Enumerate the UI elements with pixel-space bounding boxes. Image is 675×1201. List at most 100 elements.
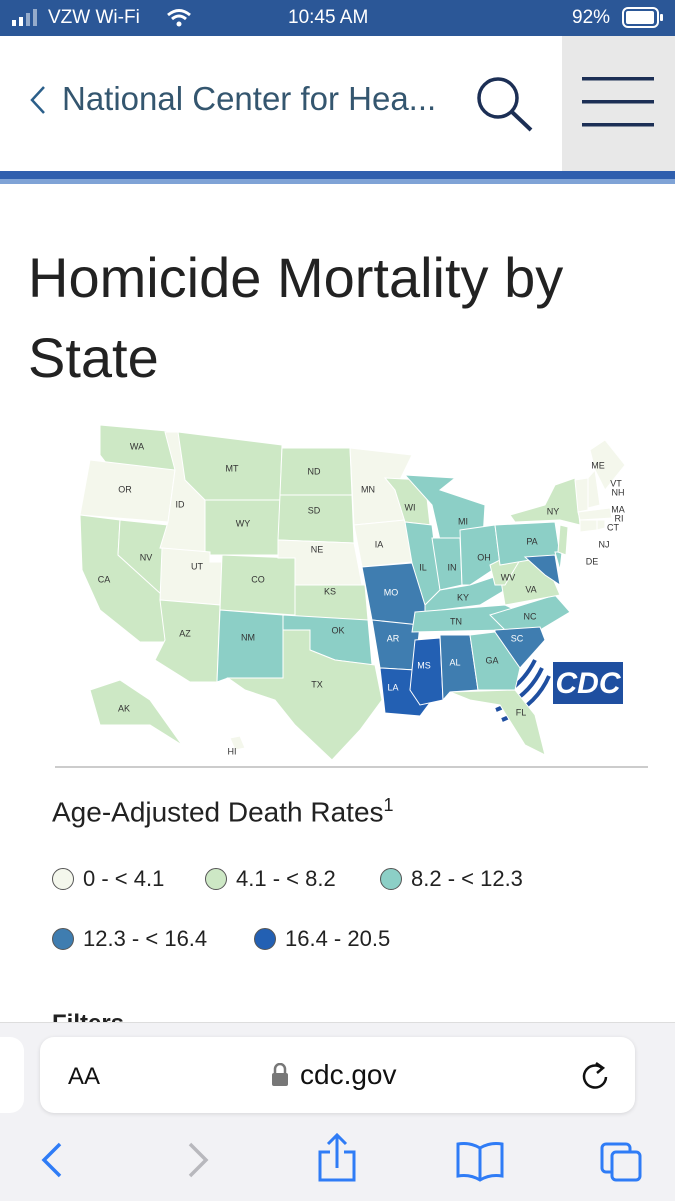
legend-item: 12.3 - < 16.4 — [52, 926, 207, 952]
state-label: MA — [611, 504, 625, 514]
state-label: KS — [324, 586, 336, 596]
state-label: IA — [375, 539, 384, 549]
state-label: AK — [118, 703, 130, 713]
state — [409, 637, 444, 706]
state-label: AL — [449, 657, 460, 667]
legend-title: Age-Adjusted Death Rates1 — [52, 795, 394, 828]
state-label: ID — [176, 499, 186, 509]
state — [216, 609, 284, 683]
state-label: AR — [387, 633, 400, 643]
state-label: MS — [417, 660, 431, 670]
state-label: IL — [419, 562, 427, 572]
state — [587, 468, 601, 509]
state — [574, 477, 589, 513]
state-label: ND — [308, 466, 321, 476]
us-map: CDC WA OR CA NV ID MT WY UT CO AZ NM ND SD NE KS OK TX MN… — [55, 424, 648, 768]
legend-title-text: Age-Adjusted Death Rates — [52, 796, 384, 828]
state — [159, 547, 223, 606]
state — [89, 679, 183, 746]
state — [439, 634, 479, 702]
logo-text: CDC — [556, 667, 622, 700]
signal-icon — [12, 9, 37, 26]
tabs-button[interactable] — [600, 1142, 642, 1182]
footnote-mark: 1 — [383, 795, 394, 815]
bookmarks-button[interactable] — [456, 1142, 504, 1182]
state-label: IN — [448, 562, 457, 572]
state — [596, 519, 606, 531]
state-label: NC — [524, 611, 537, 621]
state-label: VA — [525, 584, 536, 594]
back-link-icon[interactable] — [28, 84, 48, 116]
state-label: NH — [612, 487, 625, 497]
menu-button[interactable] — [562, 36, 675, 171]
legend-swatch — [52, 868, 74, 890]
state-label: TX — [311, 679, 323, 689]
legend-swatch — [380, 868, 402, 890]
state-label: CO — [251, 574, 265, 584]
legend-label: 8.2 - < 12.3 — [411, 866, 523, 891]
state — [459, 524, 501, 586]
state-label: MD — [585, 565, 599, 575]
url[interactable]: cdc.gov — [300, 1059, 397, 1090]
state-label: WV — [501, 572, 516, 582]
state-label: CA — [98, 574, 111, 584]
site-title[interactable]: National Center for Hea... — [62, 80, 437, 117]
state-label: NM — [241, 632, 255, 642]
state-label: PA — [526, 536, 537, 546]
state — [579, 519, 598, 533]
state-label: OK — [331, 625, 344, 635]
search-button[interactable] — [474, 74, 536, 134]
state-label: NV — [140, 552, 153, 562]
legend-item: 0 - < 4.1 — [52, 866, 164, 892]
state-label: NE — [311, 544, 324, 554]
state-label: TN — [450, 616, 462, 626]
state — [229, 735, 246, 751]
state — [154, 599, 221, 683]
state-label: MN — [361, 484, 375, 494]
state-label: FL — [516, 707, 527, 717]
address-bar[interactable]: AA cdc.gov — [40, 1037, 635, 1113]
header-stripe — [0, 171, 675, 179]
battery-icon — [622, 7, 663, 28]
state-label: NJ — [599, 539, 610, 549]
state-label: SC — [511, 633, 524, 643]
state-label: DE — [586, 556, 599, 566]
text-size-button[interactable]: AA — [68, 1063, 101, 1090]
legend-item: 8.2 - < 12.3 — [380, 866, 523, 892]
state-label: WY — [236, 518, 251, 528]
state — [523, 554, 561, 587]
state-label: LA — [387, 682, 398, 692]
state — [403, 474, 486, 541]
wifi-icon — [167, 9, 191, 27]
state-label: VT — [610, 478, 622, 488]
states — [79, 424, 626, 761]
clock: 10:45 AM — [288, 7, 369, 28]
share-button[interactable] — [318, 1132, 356, 1182]
state-label: GA — [485, 655, 498, 665]
legend-label: 16.4 - 20.5 — [285, 926, 391, 951]
state-label: KY — [457, 592, 469, 602]
back-button[interactable] — [41, 1142, 62, 1178]
state-label: WI — [405, 502, 416, 512]
page-title: Homicide Mortality by State — [28, 246, 564, 389]
state-label: MO — [384, 587, 399, 597]
reload-button[interactable] — [580, 1061, 610, 1091]
state-label: OH — [477, 552, 491, 562]
legend-swatch — [205, 868, 227, 890]
state-label: WA — [130, 441, 144, 451]
state — [577, 507, 613, 521]
state — [277, 494, 355, 544]
forward-button[interactable] — [188, 1142, 209, 1178]
state-label: ME — [591, 460, 605, 470]
lock-icon — [272, 1063, 288, 1086]
state — [226, 629, 383, 761]
legend-item: 4.1 - < 8.2 — [205, 866, 336, 892]
state — [589, 439, 626, 491]
state-label: UT — [191, 561, 203, 571]
previous-tab[interactable] — [0, 1037, 24, 1113]
state — [449, 689, 546, 756]
header-stripe — [0, 179, 675, 184]
menu-icon[interactable] — [582, 76, 656, 130]
state — [469, 631, 521, 691]
